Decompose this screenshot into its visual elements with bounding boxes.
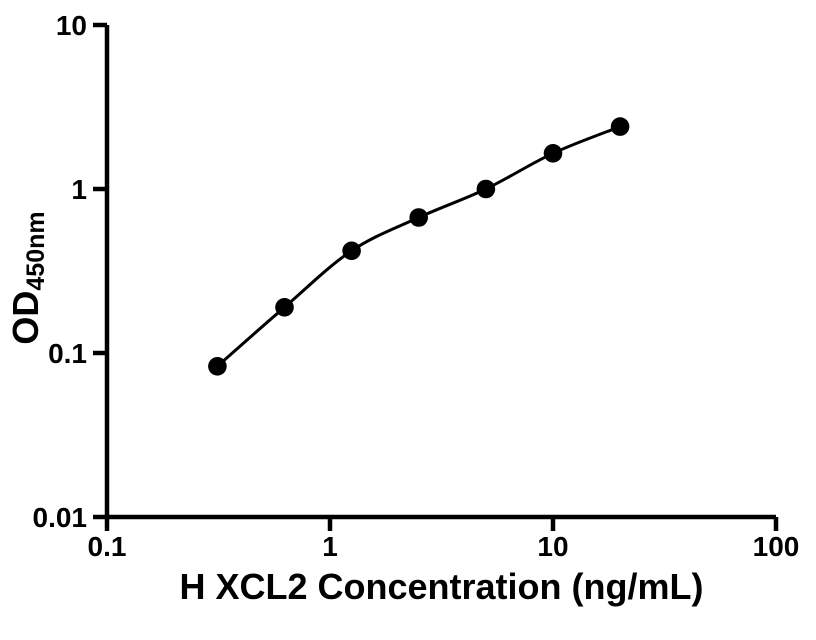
- data-point: [409, 208, 429, 227]
- data-point: [208, 357, 227, 376]
- data-point: [543, 144, 563, 163]
- x-tick-label: 1: [322, 531, 338, 562]
- axis-spines: [104, 25, 776, 520]
- x-axis-title: H XCL2 Concentration (ng/mL): [179, 566, 704, 607]
- data-point: [342, 241, 361, 261]
- y-tick-label: 0.01: [33, 502, 88, 533]
- y-axis-title-main: OD: [5, 290, 46, 345]
- y-axis-title-subscript: 450nm: [22, 211, 50, 291]
- data-point: [610, 117, 630, 136]
- x-tick-label: 10: [537, 531, 568, 562]
- x-tick-label: 0.1: [88, 531, 127, 562]
- fit-curve: [216, 125, 621, 368]
- y-tick-label: 1: [71, 174, 87, 205]
- y-tick-label: 0.1: [48, 338, 87, 369]
- y-tick-label: 10: [56, 10, 87, 41]
- data-point: [476, 179, 496, 199]
- x-tick-label: 100: [753, 531, 800, 562]
- data-point: [275, 298, 294, 317]
- y-axis-title: OD450nm: [5, 211, 50, 345]
